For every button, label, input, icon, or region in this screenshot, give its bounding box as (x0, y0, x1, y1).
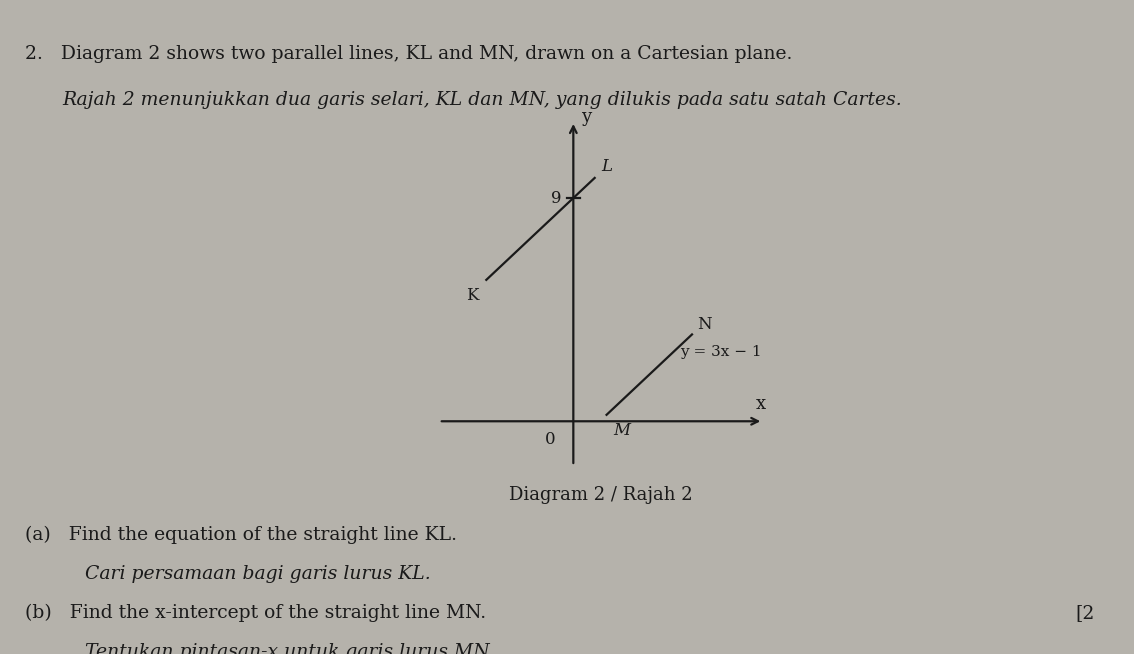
Text: y = 3x − 1: y = 3x − 1 (680, 345, 762, 359)
Text: x: x (755, 394, 765, 413)
Text: (a)   Find the equation of the straight line KL.: (a) Find the equation of the straight li… (25, 525, 457, 543)
Text: M: M (612, 422, 629, 439)
Text: (b)   Find the x-intercept of the straight line MN.: (b) Find the x-intercept of the straight… (25, 604, 486, 622)
Text: Cari persamaan bagi garis lurus KL.: Cari persamaan bagi garis lurus KL. (85, 565, 431, 583)
Text: N: N (697, 316, 712, 333)
Text: Tentukan pintasan-x untuk garis lurus MN.: Tentukan pintasan-x untuk garis lurus MN… (85, 644, 494, 654)
Text: y: y (582, 108, 591, 126)
Text: [2: [2 (1075, 604, 1094, 622)
Text: 9: 9 (551, 190, 561, 207)
Text: Diagram 2 / Rajah 2: Diagram 2 / Rajah 2 (509, 487, 693, 504)
Text: 2.   Diagram 2 shows two parallel lines, KL and MN, drawn on a Cartesian plane.: 2. Diagram 2 shows two parallel lines, K… (25, 45, 793, 63)
Text: K: K (466, 287, 479, 304)
Text: 0: 0 (545, 430, 556, 447)
Text: L: L (601, 158, 612, 175)
Text: Rajah 2 menunjukkan dua garis selari, KL dan MN, yang dilukis pada satu satah Ca: Rajah 2 menunjukkan dua garis selari, KL… (62, 91, 903, 109)
